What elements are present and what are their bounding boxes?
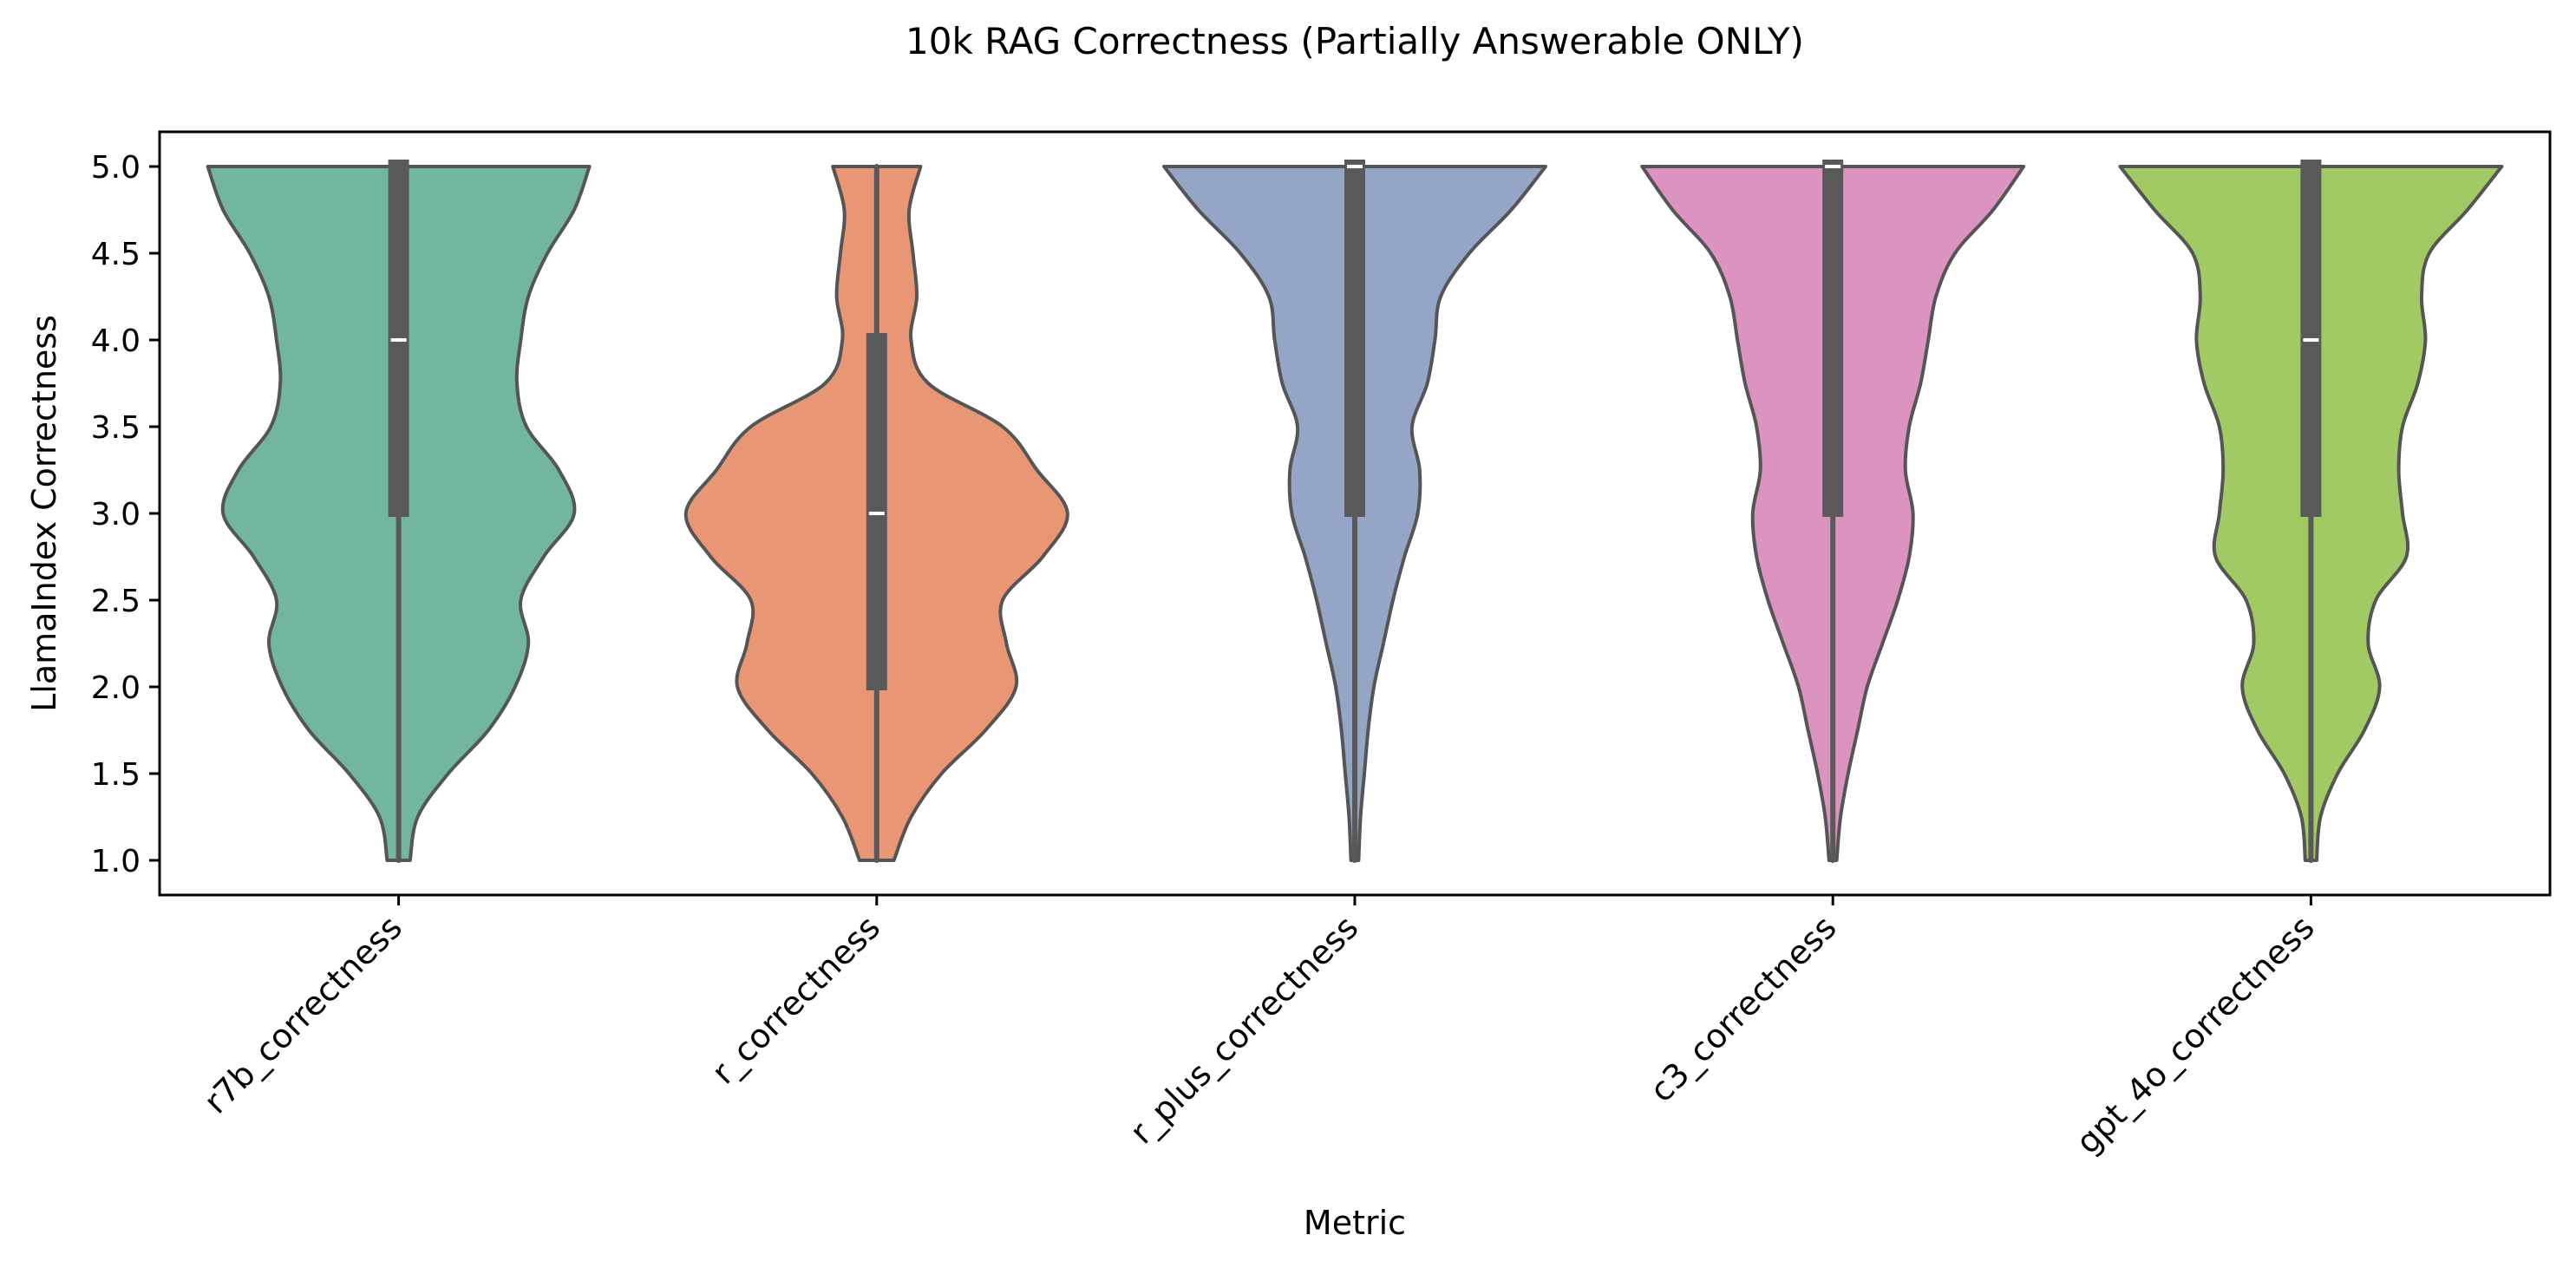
violin-iqr-box [1344, 160, 1365, 517]
x-ticks: r7b_correctness r_correctness r_plus_corre… [197, 895, 2322, 1161]
y-tick-label: 1.0 [91, 844, 141, 879]
y-ticks: 1.0 1.5 2.0 2.5 3.0 3.5 4.0 4.5 5.0 [91, 150, 160, 879]
y-tick-label: 4.0 [91, 323, 141, 359]
plot-area [206, 160, 2504, 863]
x-axis-label: Metric [1304, 1204, 1406, 1242]
violin-iqr-box [1822, 160, 1844, 517]
x-tick-label: c3_correctness [1643, 908, 1844, 1109]
x-tick-label: gpt_4o_correctness [2069, 908, 2322, 1161]
y-tick-label: 1.5 [91, 757, 141, 793]
y-tick-label: 5.0 [91, 150, 141, 186]
x-tick-label: r_plus_correctness [1122, 908, 1365, 1151]
x-tick-label: r7b_correctness [197, 908, 409, 1120]
y-tick-label: 3.0 [91, 497, 141, 532]
x-tick-label: r_correctness [704, 908, 887, 1091]
chart-title: 10k RAG Correctness (Partially Answerabl… [906, 20, 1804, 62]
y-tick-label: 2.5 [91, 584, 141, 619]
y-axis-label: LlamaIndex Correctness [25, 315, 63, 712]
y-tick-label: 4.5 [91, 237, 141, 272]
y-tick-label: 2.0 [91, 670, 141, 706]
y-tick-label: 3.5 [91, 410, 141, 446]
